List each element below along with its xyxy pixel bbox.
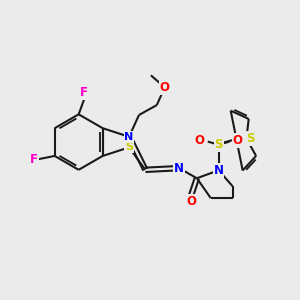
Text: O: O <box>186 194 196 208</box>
Text: F: F <box>80 86 88 99</box>
Text: S: S <box>246 132 255 145</box>
Text: N: N <box>214 164 224 177</box>
Text: F: F <box>30 153 38 166</box>
Text: S: S <box>214 138 223 151</box>
Text: O: O <box>160 81 170 94</box>
Text: S: S <box>125 142 133 152</box>
Text: N: N <box>174 162 184 175</box>
Text: O: O <box>232 134 242 147</box>
Text: O: O <box>195 134 205 147</box>
Text: N: N <box>124 132 134 142</box>
